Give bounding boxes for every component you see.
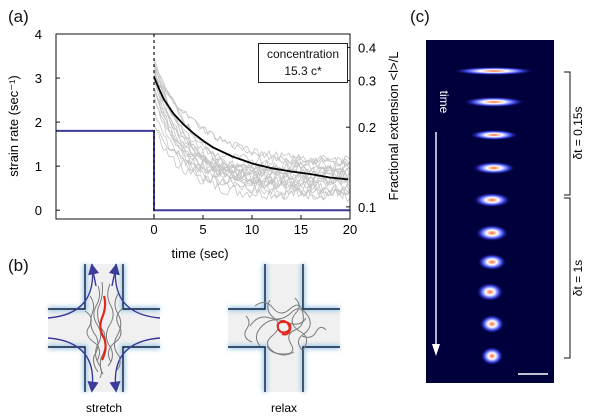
- y-tick-label: 4: [35, 27, 42, 42]
- x-axis-label: time (sec): [171, 246, 228, 261]
- y2-tick-label: 0.2: [358, 120, 376, 135]
- panel-b-label: (b): [8, 256, 29, 275]
- individual-trace: [153, 98, 350, 201]
- individual-trace: [153, 87, 350, 171]
- concentration-value: 15.3 c*: [284, 64, 322, 78]
- y2-axis-label: Fractional extension <l>/L: [386, 52, 401, 201]
- time-label: time: [437, 91, 451, 114]
- stretched-dna: [99, 295, 107, 361]
- individual-trace: [153, 124, 350, 186]
- y-tick-label: 1: [35, 159, 42, 174]
- individual-trace: [153, 64, 350, 166]
- dt-fast-label: δt = 0.15s: [571, 106, 585, 159]
- extension-chart: 0 5 10 15 20 0 1 2 3 4 0.1 0.2 0.3 0.4 time (sec) str…: [6, 27, 401, 261]
- individual-trace: [153, 80, 350, 183]
- panel-c-label: (c): [410, 7, 430, 26]
- y2-tick-label: 0.4: [358, 41, 376, 56]
- y-tick-label: 2: [35, 115, 42, 130]
- molecule-frames: [454, 67, 534, 365]
- cross-slot-stretch: [47, 263, 161, 393]
- individual-trace: [153, 125, 350, 188]
- relax-label: relax: [271, 401, 297, 415]
- strain-rate-line: [56, 129, 350, 212]
- time-arrow-head: [432, 344, 440, 356]
- y2-tick-label: 0.1: [358, 200, 376, 215]
- bracket-slow: [564, 197, 571, 359]
- concentration-legend: concentration 15.3 c*: [258, 43, 348, 83]
- coiled-dna: [276, 320, 292, 336]
- stretch-label: stretch: [86, 401, 122, 415]
- y-tick-label: 3: [35, 71, 42, 86]
- dt-slow-label: δt = 1s: [571, 260, 585, 296]
- cross-slot-relax: [228, 264, 340, 392]
- y2-tick-label: 0.3: [358, 74, 376, 89]
- mean-extension-line: [153, 76, 349, 181]
- x-tick-label: 20: [343, 222, 357, 237]
- concentration-title: concentration: [266, 47, 340, 61]
- x-tick-label: 10: [245, 222, 259, 237]
- bracket-fast: [564, 71, 571, 196]
- schematic-diagram: stretch relax: [47, 263, 340, 415]
- panel-a-label: (a): [8, 7, 29, 26]
- x-tick-label: 0: [150, 222, 157, 237]
- x-tick-label: 15: [294, 222, 308, 237]
- y-tick-label: 0: [35, 203, 42, 218]
- fluorescence-image-sequence: time δt = 0.15s δt = 1s: [426, 40, 585, 383]
- y-axis-label: strain rate (sec⁻¹): [6, 75, 21, 177]
- x-tick-label: 5: [199, 222, 206, 237]
- individual-trace: [153, 90, 350, 194]
